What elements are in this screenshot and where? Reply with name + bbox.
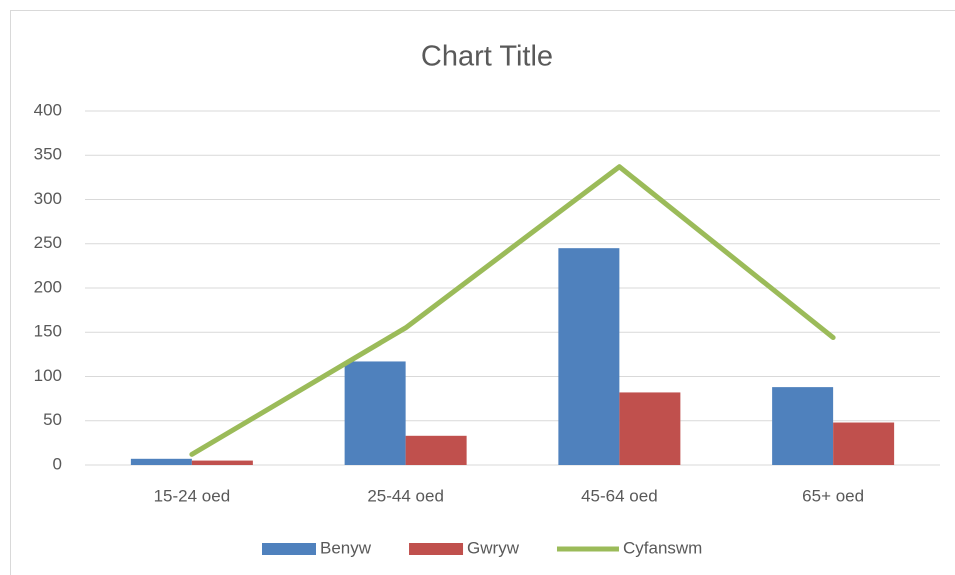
y-tick-label: 50 bbox=[43, 410, 62, 429]
legend-swatch bbox=[409, 543, 464, 555]
bar bbox=[344, 361, 406, 465]
y-tick-label: 350 bbox=[34, 145, 62, 164]
legend-swatch bbox=[262, 543, 316, 555]
legend-label: Gwryw bbox=[467, 538, 520, 557]
y-tick-label: 100 bbox=[34, 366, 62, 385]
x-tick-label: 25-44 oed bbox=[367, 486, 444, 505]
y-tick-label: 250 bbox=[34, 233, 62, 252]
chart-border bbox=[10, 10, 955, 575]
y-tick-label: 200 bbox=[34, 277, 62, 296]
y-tick-label: 0 bbox=[53, 454, 62, 473]
legend-label: Benyw bbox=[320, 538, 372, 557]
legend-label: Cyfanswm bbox=[623, 538, 702, 557]
bar bbox=[619, 392, 681, 465]
bar bbox=[405, 435, 467, 465]
bar bbox=[772, 387, 834, 465]
x-tick-label: 15-24 oed bbox=[154, 486, 231, 505]
x-tick-label: 45-64 oed bbox=[581, 486, 658, 505]
x-tick-label: 65+ oed bbox=[802, 486, 864, 505]
y-tick-label: 400 bbox=[34, 100, 62, 119]
bar bbox=[130, 458, 192, 465]
bar bbox=[833, 422, 895, 465]
chart-title: Chart Title bbox=[421, 41, 553, 73]
line bbox=[189, 164, 836, 457]
bar bbox=[191, 460, 253, 465]
bar bbox=[558, 248, 620, 465]
y-tick-label: 300 bbox=[34, 189, 62, 208]
y-tick-label: 150 bbox=[34, 322, 62, 341]
